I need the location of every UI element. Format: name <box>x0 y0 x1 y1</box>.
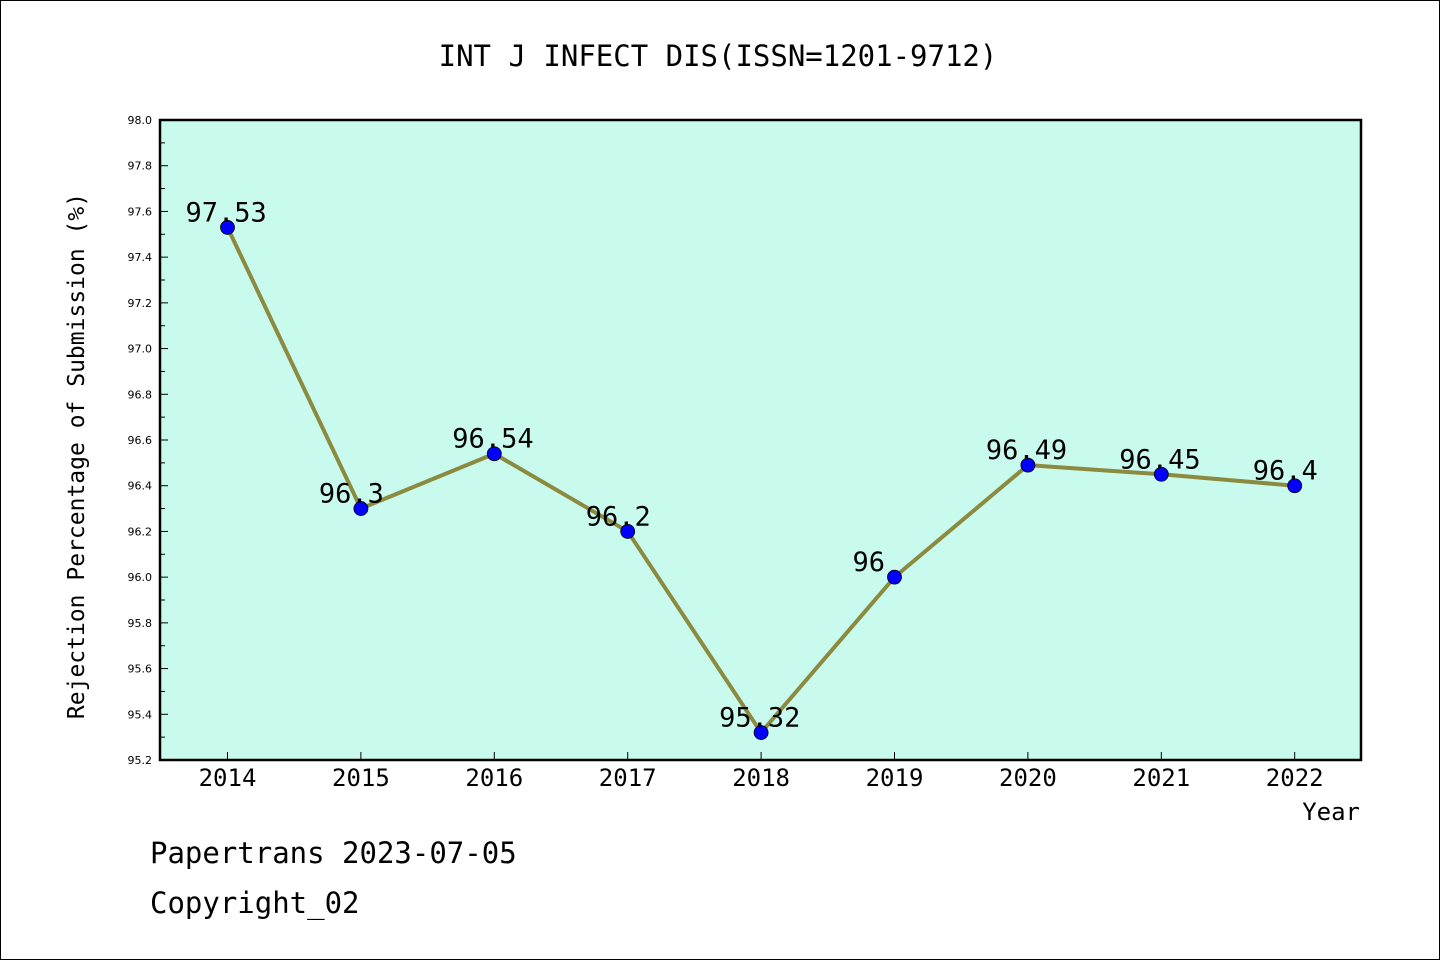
data-point <box>486 446 502 462</box>
data-labels: 97.53 96.3 96.54 96.2 95.32 96 96.49 96.45 96.4 <box>186 197 1318 733</box>
y-tick-label: 95.4 <box>128 708 153 721</box>
data-label: 96.49 <box>986 435 1067 466</box>
data-point <box>887 569 902 585</box>
y-axis-label: Rejection Percentage of Submission (%) <box>64 193 90 719</box>
data-label: 96.45 <box>1119 444 1200 475</box>
y-tick-label: 95.8 <box>128 617 153 630</box>
data-label: 95.32 <box>719 703 800 734</box>
x-tick-label: 2017 <box>599 764 657 792</box>
plot-area <box>158 118 1363 762</box>
data-point <box>1287 478 1303 494</box>
data-points <box>220 220 1303 740</box>
x-tick-label: 2018 <box>732 764 790 792</box>
y-tick-label: 96.0 <box>128 571 153 584</box>
x-tick-label: 2014 <box>199 764 257 792</box>
x-tick-label: 2020 <box>999 764 1057 792</box>
x-tick-label: 2021 <box>1132 764 1190 792</box>
data-point <box>620 524 636 539</box>
y-tick-label: 96.4 <box>128 480 153 493</box>
data-point <box>1020 457 1036 473</box>
y-tick-label: 98.0 <box>128 114 153 127</box>
data-point <box>753 725 769 740</box>
chart-title: INT J INFECT DIS(ISSN=1201-9712) <box>439 39 998 73</box>
y-tick-label: 97.0 <box>128 343 153 356</box>
y-tick-label: 95.6 <box>128 663 153 676</box>
y-tick-label: 95.2 <box>128 754 153 767</box>
y-tick-label: 97.4 <box>128 251 153 264</box>
x-tick-label: 2015 <box>332 764 390 792</box>
footer-copyright: Copyright_02 <box>150 886 360 920</box>
data-label: 96.3 <box>319 479 384 510</box>
x-axis-label: Year <box>1302 798 1360 826</box>
data-label: 97.53 <box>186 197 267 228</box>
x-axis: 2014 2015 2016 2017 2018 2019 2020 2021 2022 <box>199 752 1324 792</box>
y-tick-label: 96.6 <box>128 434 153 447</box>
data-point <box>1153 466 1169 482</box>
y-tick-label: 96.2 <box>128 525 153 538</box>
x-tick-label: 2019 <box>866 764 924 792</box>
y-tick-label: 96.8 <box>128 388 153 401</box>
y-tick-label: 97.2 <box>128 297 153 310</box>
footer-date: Papertrans 2023-07-05 <box>150 836 517 870</box>
data-label: 96.4 <box>1253 456 1318 487</box>
data-point <box>220 220 235 235</box>
x-tick-label: 2022 <box>1266 764 1324 792</box>
data-label: 96 <box>853 547 886 578</box>
data-label: 96.54 <box>452 424 533 455</box>
x-tick-label: 2016 <box>465 764 523 792</box>
y-tick-label: 97.8 <box>128 160 153 173</box>
y-tick-label: 97.6 <box>128 205 153 218</box>
data-point <box>353 501 369 516</box>
y-axis: 95.2 95.4 95.6 95.8 96.0 96.2 96.4 96.6 96.8 97.0… <box>128 114 168 767</box>
data-label: 96.2 <box>586 501 651 532</box>
